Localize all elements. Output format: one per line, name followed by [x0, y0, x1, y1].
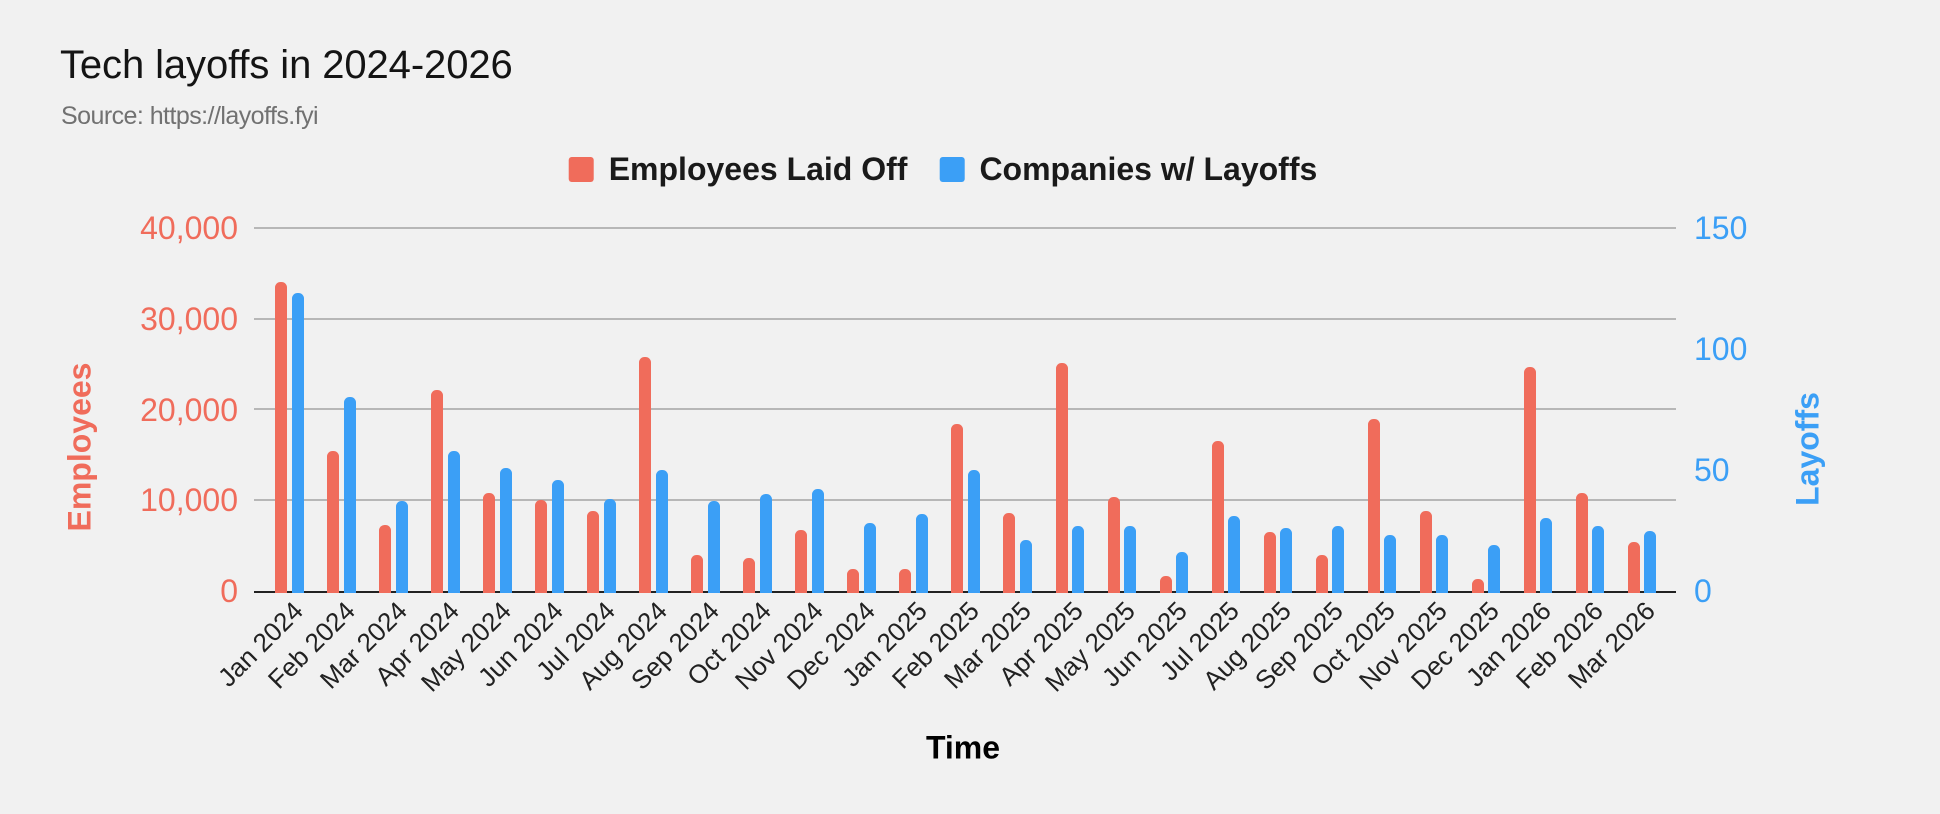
right-axis-tick-100: 100	[1694, 331, 1748, 367]
left-axis-tick-30000: 30,000	[140, 300, 238, 337]
bar-companies-Apr-2024	[447, 450, 460, 593]
bar-companies-Jul-2025	[1228, 515, 1241, 593]
right-axis-title: Layoffs	[1789, 392, 1826, 506]
bar-companies-Oct-2024	[759, 494, 772, 593]
bar-employees-Apr-2025	[1055, 362, 1068, 593]
left-axis-tick-0: 0	[220, 573, 238, 609]
bar-employees-Feb-2024	[327, 450, 340, 593]
bar-companies-Feb-2026	[1592, 525, 1605, 593]
bar-employees-Mar-2025	[1003, 512, 1016, 593]
bar-companies-Jan-2024	[291, 293, 304, 593]
bar-companies-Mar-2025	[1020, 540, 1033, 593]
right-axis-tick-150: 150	[1694, 210, 1748, 246]
bar-companies-May-2025	[1124, 525, 1137, 593]
bar-employees-Apr-2024	[431, 389, 444, 593]
bar-companies-Sep-2024	[707, 501, 720, 593]
bar-employees-Mar-2024	[379, 525, 392, 593]
x-axis-title: Time	[925, 729, 1001, 766]
legend-item-employees: Employees Laid Off	[568, 151, 908, 188]
bar-employees-Feb-2026	[1575, 492, 1588, 593]
bar-companies-Sep-2025	[1332, 525, 1345, 593]
left-axis-tick-20000: 20,000	[140, 391, 238, 428]
bar-employees-Jul-2025	[1211, 440, 1224, 593]
left-axis-tick-10000: 10,000	[140, 482, 238, 519]
bar-companies-Aug-2024	[655, 470, 668, 593]
legend-item-companies: Companies w/ Layoffs	[939, 151, 1317, 188]
bar-employees-Jun-2024	[535, 499, 548, 593]
left-axis-tick-40000: 40,000	[140, 210, 238, 246]
bar-companies-Aug-2025	[1280, 528, 1293, 593]
bar-companies-Apr-2025	[1072, 525, 1085, 593]
bar-employees-Dec-2025	[1471, 579, 1484, 593]
chart-title: Tech layoffs in 2024-2026	[60, 43, 513, 87]
bar-employees-Oct-2024	[743, 557, 756, 593]
bar-employees-Mar-2026	[1627, 542, 1640, 593]
bar-companies-Dec-2025	[1488, 545, 1501, 593]
bar-companies-Nov-2024	[812, 489, 824, 593]
x-axis-line	[254, 591, 1676, 593]
legend: Employees Laid Off Companies w/ Layoffs	[568, 151, 1317, 188]
bar-companies-Mar-2026	[1644, 530, 1657, 593]
bar-employees-Jul-2024	[587, 510, 600, 593]
bar-employees-Oct-2025	[1367, 419, 1380, 593]
bar-companies-May-2024	[499, 467, 512, 593]
bar-companies-Jul-2024	[603, 499, 616, 593]
plot-area	[254, 226, 1676, 593]
bar-employees-Jan-2026	[1523, 366, 1536, 593]
gridline	[254, 499, 1676, 501]
bar-employees-Nov-2024	[795, 530, 808, 593]
legend-swatch-employees	[568, 157, 594, 182]
chart-subtitle: Source: https://layoffs.fyi	[61, 102, 319, 130]
legend-label-companies: Companies w/ Layoffs	[979, 151, 1318, 187]
bar-employees-Jan-2024	[275, 282, 288, 593]
left-axis-title: Employees	[61, 362, 98, 532]
bar-employees-Jun-2025	[1159, 576, 1172, 593]
bar-employees-Feb-2025	[951, 424, 964, 593]
right-axis-tick-0: 0	[1694, 573, 1712, 609]
bar-employees-Aug-2024	[639, 356, 652, 593]
gridline	[254, 408, 1676, 411]
bar-companies-Jun-2025	[1176, 552, 1189, 593]
bar-companies-Feb-2024	[343, 397, 356, 593]
bar-companies-Mar-2024	[395, 501, 408, 593]
bar-companies-Dec-2024	[864, 523, 877, 593]
bar-employees-May-2024	[483, 492, 496, 593]
bar-employees-Nov-2025	[1419, 510, 1432, 593]
gridline	[254, 317, 1676, 320]
bar-employees-Dec-2024	[847, 568, 860, 593]
bar-employees-Aug-2025	[1263, 532, 1276, 593]
bar-companies-Oct-2025	[1384, 535, 1397, 593]
legend-swatch-companies	[939, 157, 965, 182]
right-axis-tick-50: 50	[1694, 452, 1730, 488]
bar-employees-Sep-2025	[1315, 554, 1328, 593]
bar-employees-Jan-2025	[899, 569, 912, 593]
bar-employees-Sep-2024	[691, 555, 704, 593]
bar-companies-Jan-2025	[916, 513, 929, 593]
bar-companies-Jun-2024	[551, 479, 564, 593]
legend-label-employees: Employees Laid Off	[608, 151, 908, 187]
bar-companies-Feb-2025	[968, 470, 981, 593]
bar-employees-May-2025	[1107, 496, 1120, 593]
bar-companies-Nov-2025	[1436, 535, 1449, 593]
gridline	[254, 226, 1676, 229]
bar-companies-Jan-2026	[1540, 518, 1553, 593]
